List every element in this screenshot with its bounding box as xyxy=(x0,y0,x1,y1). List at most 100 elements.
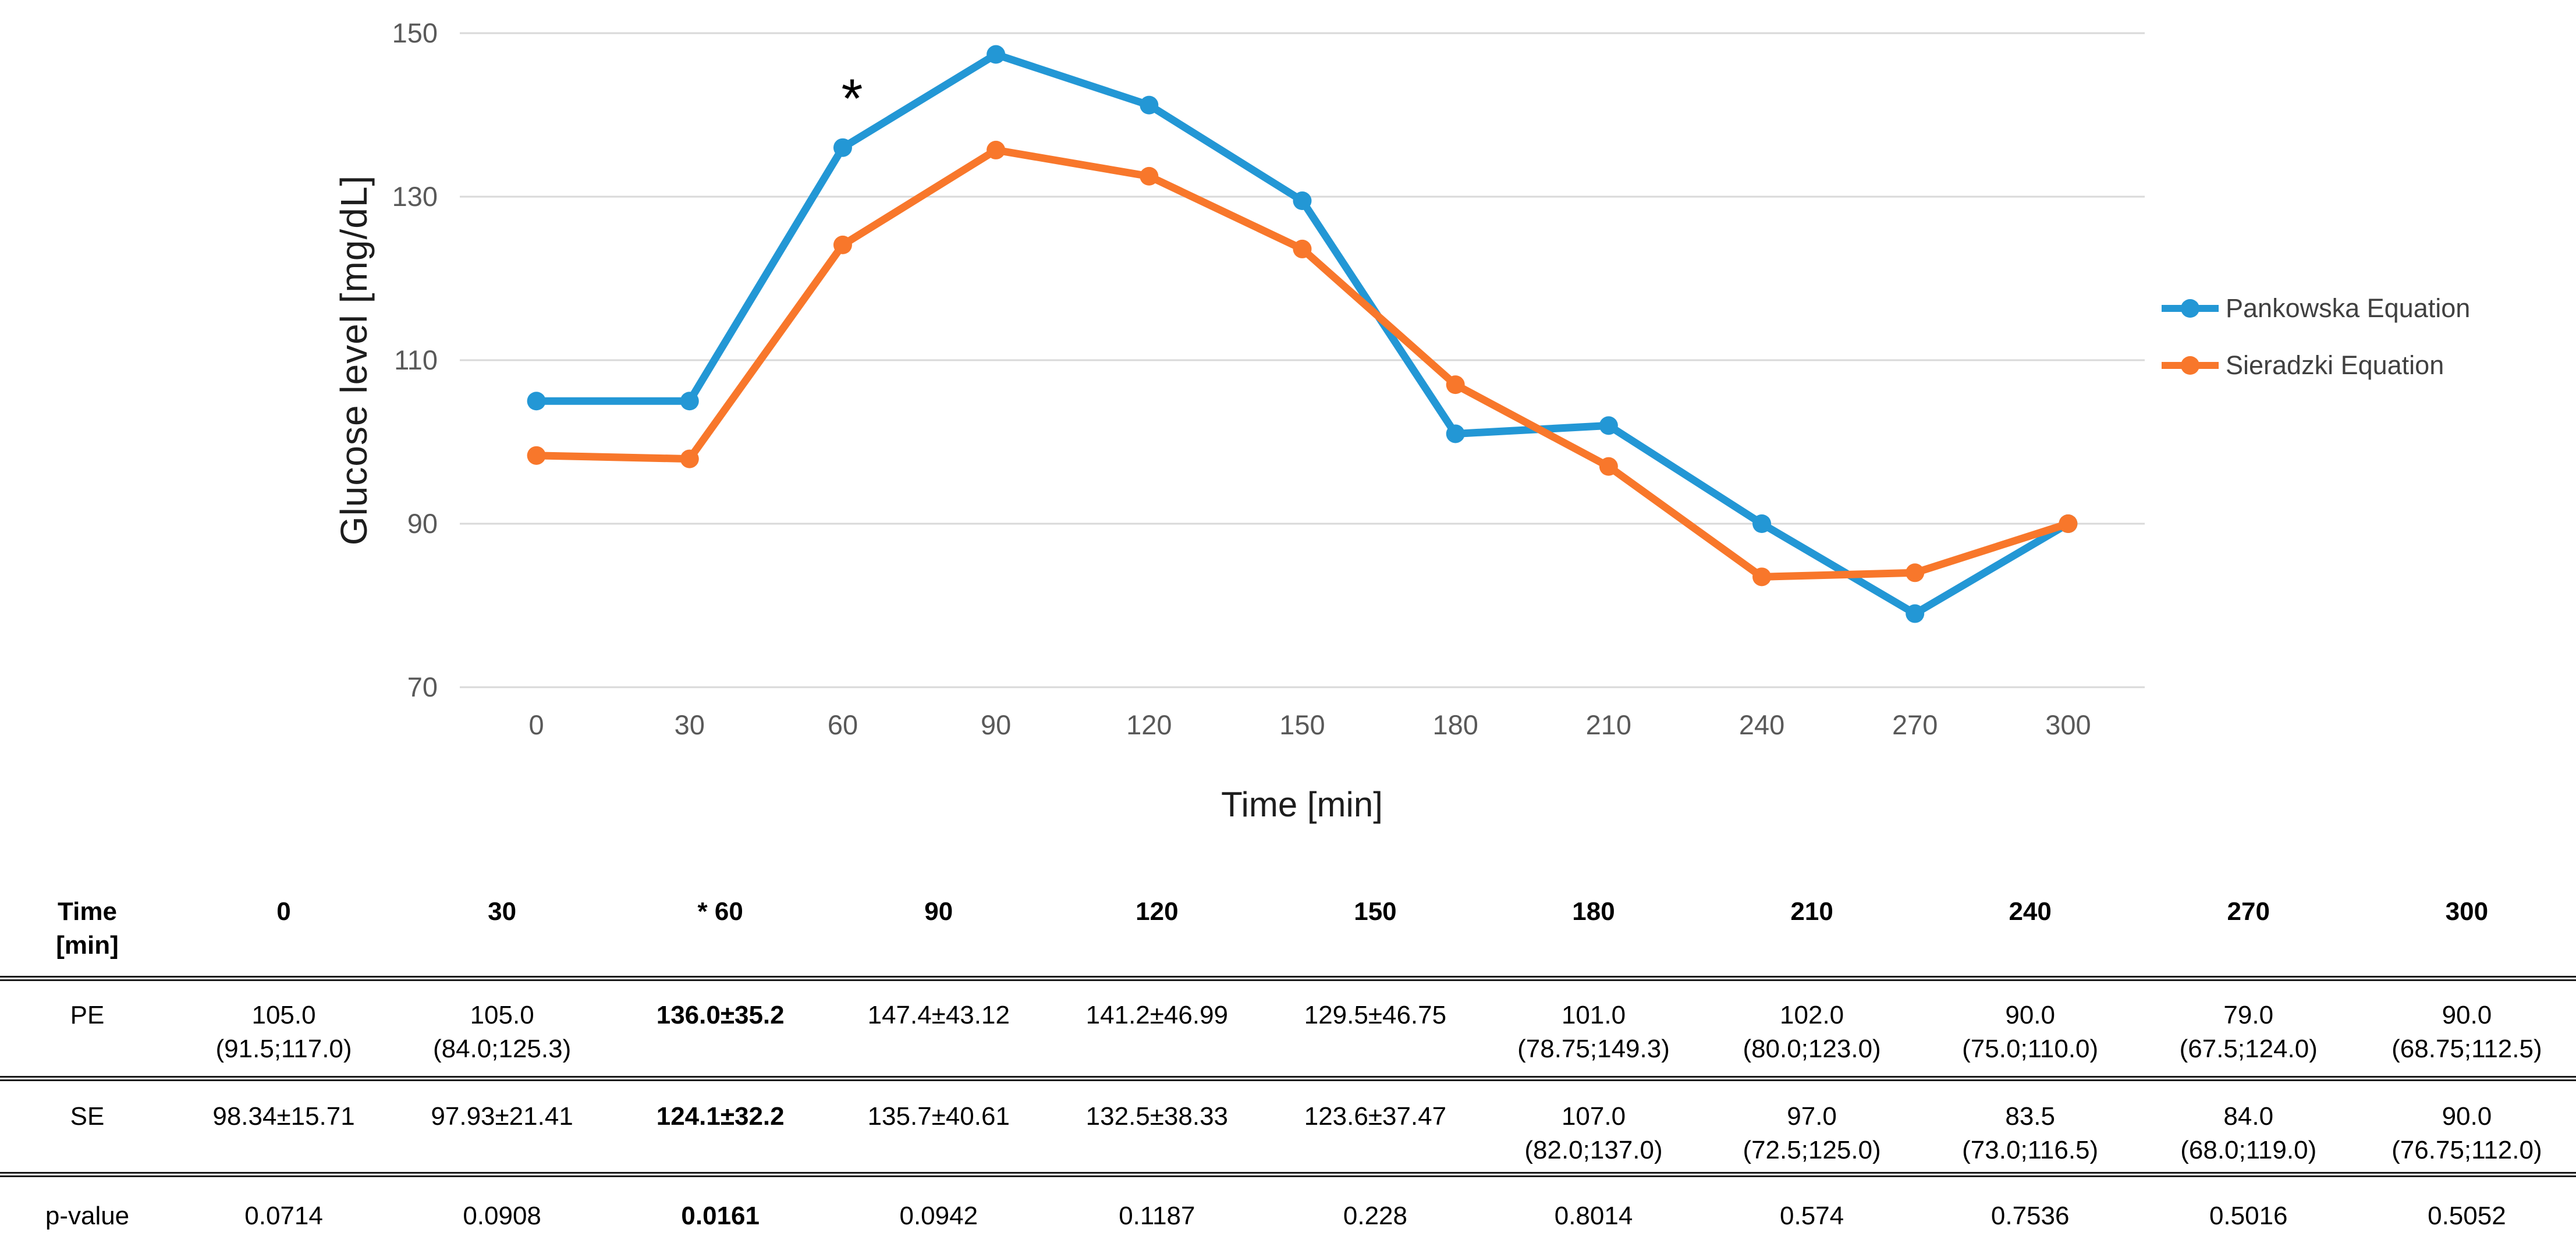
table-cell: 83.5 (73.0;116.5) xyxy=(1921,1078,2139,1177)
table-row-se: SE 98.34±15.71 97.93±21.41 124.1±32.2 135.7±… xyxy=(0,1078,2576,1177)
table-cell: 0.7536 xyxy=(1990,1201,2070,1230)
table-cell: 98.34±15.71 xyxy=(175,1078,393,1177)
significance-asterisk: * xyxy=(841,68,863,130)
table-cell: 0.574 xyxy=(1780,1201,1844,1230)
column-header: 210 xyxy=(1702,873,1921,981)
table-cell: 0.5016 xyxy=(2209,1201,2288,1230)
data-point-marker xyxy=(1752,567,1772,587)
column-header: 0 xyxy=(175,873,393,981)
table-cell: 84.0 (68.0;119.0) xyxy=(2139,1078,2358,1177)
data-point-marker xyxy=(987,140,1006,159)
data-point-marker xyxy=(833,138,852,157)
column-header: 150 xyxy=(1266,873,1485,981)
table-cell: 0.0161 xyxy=(681,1201,760,1230)
row-label: SE xyxy=(0,1078,175,1177)
table-cell: 0.8014 xyxy=(1554,1201,1633,1230)
table-cell: 141.2±46.99 xyxy=(1048,978,1266,1081)
data-point-marker xyxy=(1446,424,1465,443)
x-tick-label: 300 xyxy=(2045,709,2091,740)
table-cell: 0.1187 xyxy=(1119,1201,1195,1230)
table-cell: 79.0 (67.5;124.0) xyxy=(2139,978,2358,1081)
y-tick-label: 70 xyxy=(407,671,438,702)
column-header: * 60 xyxy=(611,873,830,981)
y-axis-title: Glucose level [mg/dL] xyxy=(333,175,375,546)
data-point-marker xyxy=(680,392,699,411)
column-header: 240 xyxy=(1921,873,2139,981)
x-tick-label: 0 xyxy=(529,709,544,740)
chart-legend: Pankowska Equation Sieradzki Equation xyxy=(2160,293,2470,381)
legend-line-marker-icon xyxy=(2162,299,2219,318)
data-point-marker xyxy=(1752,514,1772,533)
table-cell: 147.4±43.12 xyxy=(829,978,1048,1081)
table-cell: 102.0 (80.0;123.0) xyxy=(1702,978,1921,1081)
glucose-line-chart: 150 130 110 90 70 0 30 60 90 120 150 180 210 240 270 30… xyxy=(333,17,2470,824)
data-point-marker xyxy=(1140,166,1159,186)
table-cell: 0.0942 xyxy=(899,1201,978,1230)
data-point-marker xyxy=(1599,416,1618,435)
table-cell: 90.0 (75.0;110.0) xyxy=(1921,978,2139,1081)
x-axis-title: Time [min] xyxy=(1221,785,1383,824)
legend-label-pankowska: Pankowska Equation xyxy=(2226,293,2471,323)
data-point-marker xyxy=(987,45,1006,64)
x-tick-label: 120 xyxy=(1126,709,1172,740)
y-tick-label: 110 xyxy=(394,344,438,375)
chart-canvas: 150 130 110 90 70 0 30 60 90 120 150 180 210 240 270 30… xyxy=(392,17,2145,740)
column-header: 90 xyxy=(829,873,1048,981)
table-cell: 0.0908 xyxy=(463,1201,541,1230)
table-cell: 105.0 (91.5;117.0) xyxy=(175,978,393,1081)
x-tick-label: 60 xyxy=(828,709,858,740)
corner-header-cell: Time [min] xyxy=(0,873,175,981)
x-tick-label: 210 xyxy=(1586,709,1631,740)
data-point-marker xyxy=(527,446,546,465)
legend-item-sieradzki: Sieradzki Equation xyxy=(2160,350,2470,381)
table-cell: 132.5±38.33 xyxy=(1048,1078,1266,1177)
data-point-marker xyxy=(680,449,699,468)
data-point-marker xyxy=(1293,239,1312,258)
table-cell: 101.0 (78.75;149.3) xyxy=(1484,978,1703,1081)
data-point-marker xyxy=(527,392,546,411)
table-cell: 97.93±21.41 xyxy=(393,1078,612,1177)
legend-line-marker-icon xyxy=(2162,356,2219,375)
table-cell: 123.6±37.47 xyxy=(1266,1078,1485,1177)
x-tick-label: 30 xyxy=(675,709,705,740)
table-cell: 136.0±35.2 xyxy=(611,978,830,1081)
table-header-row: Time [min] 0 30 * 60 90 120 150 180 210 240 270 300 xyxy=(0,873,2576,981)
series-line-sieradzki xyxy=(533,146,2072,581)
table-cell: 135.7±40.61 xyxy=(829,1078,1048,1177)
statistics-table: Time [min] 0 30 * 60 90 120 150 180 210 240 270 300 P… xyxy=(0,873,2576,1240)
data-point-marker xyxy=(1906,563,1925,582)
row-label: PE xyxy=(0,978,175,1081)
data-point-marker xyxy=(833,235,852,254)
table-cell: 90.0 (76.75;112.0) xyxy=(2357,1078,2576,1177)
data-point-marker xyxy=(1446,375,1465,395)
table-cell: 0.228 xyxy=(1343,1201,1407,1230)
data-point-marker xyxy=(1140,95,1159,115)
data-point-marker xyxy=(1599,457,1618,476)
x-tick-label: 90 xyxy=(981,709,1011,740)
y-tick-label: 90 xyxy=(407,508,438,539)
y-tick-label: 130 xyxy=(392,181,438,212)
table-cell: 0.0714 xyxy=(244,1201,323,1230)
column-header: 30 xyxy=(393,873,612,981)
y-tick-label: 150 xyxy=(392,17,438,48)
x-tick-label: 150 xyxy=(1279,709,1325,740)
series-line-pankowska xyxy=(533,51,2072,618)
data-point-marker xyxy=(2059,514,2078,533)
table-cell: 107.0 (82.0;137.0) xyxy=(1484,1078,1703,1177)
column-header: 120 xyxy=(1048,873,1266,981)
row-label: p-value xyxy=(45,1201,130,1230)
table-cell: 0.5052 xyxy=(2428,1201,2506,1230)
column-header: 300 xyxy=(2357,873,2576,981)
legend-item-pankowska: Pankowska Equation xyxy=(2160,293,2470,324)
x-tick-label: 240 xyxy=(1739,709,1784,740)
table-cell: 129.5±46.75 xyxy=(1266,978,1485,1081)
column-header: 270 xyxy=(2139,873,2358,981)
data-point-marker xyxy=(1293,191,1312,211)
legend-label-sieradzki: Sieradzki Equation xyxy=(2226,350,2444,380)
table-row-p-value: p-value 0.0714 0.0908 0.0161 0.0942 0.1187 0.2… xyxy=(0,1174,2576,1240)
table-cell: 90.0 (68.75;112.5) xyxy=(2357,978,2576,1081)
column-header: 180 xyxy=(1484,873,1703,981)
table-cell: 105.0 (84.0;125.3) xyxy=(393,978,612,1081)
x-tick-label: 270 xyxy=(1892,709,1938,740)
